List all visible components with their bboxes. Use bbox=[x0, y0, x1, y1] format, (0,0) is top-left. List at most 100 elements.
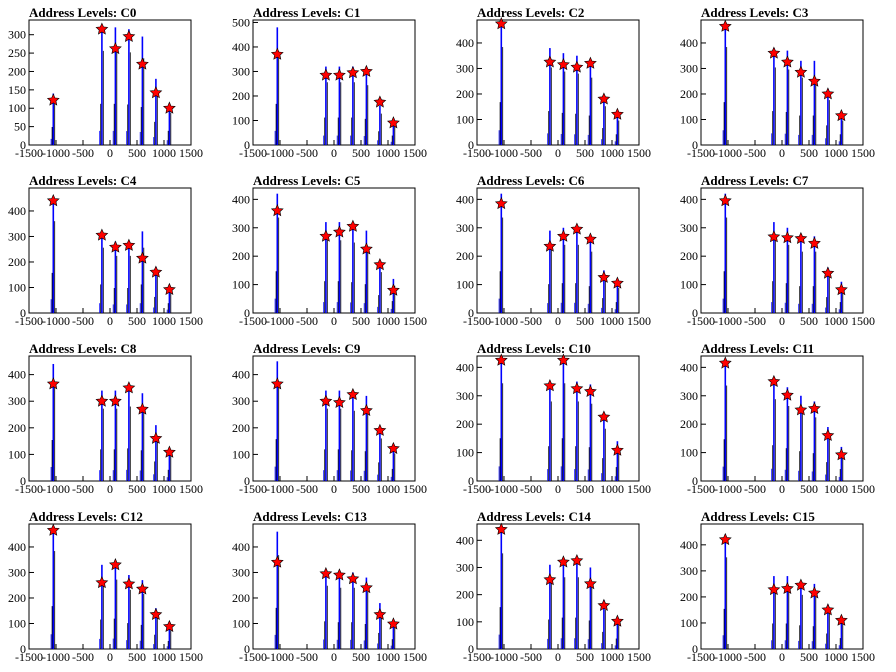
y-tick-label: 0 bbox=[20, 474, 26, 488]
histogram-panel-11: Address Levels: C11 0 100 200 300 400 -1500 -10… bbox=[680, 341, 875, 496]
peak-marker-star bbox=[346, 572, 360, 585]
x-tick-label: 0 bbox=[555, 650, 561, 664]
histogram-peak bbox=[274, 531, 280, 649]
peak-marker-star bbox=[808, 236, 821, 249]
panel-title: Address Levels: C10 bbox=[477, 341, 591, 356]
peak-marker-star bbox=[834, 613, 848, 626]
peak-marker-star bbox=[767, 374, 781, 387]
x-tick-label: -1500 bbox=[239, 482, 267, 496]
x-tick-label: 1000 bbox=[824, 650, 848, 664]
peak-marker-star bbox=[122, 577, 136, 590]
x-tick-label: 500 bbox=[576, 482, 594, 496]
histogram-peak bbox=[601, 96, 606, 145]
peak-marker-star bbox=[373, 607, 387, 620]
histogram-peak bbox=[784, 227, 790, 313]
x-tick-label: 500 bbox=[576, 146, 594, 160]
histogram-peak bbox=[560, 227, 566, 313]
peak-marker-star bbox=[834, 108, 848, 122]
x-tick-label: -500 bbox=[72, 650, 94, 664]
peak-marker-star bbox=[807, 74, 821, 87]
y-tick-label: 200 bbox=[680, 417, 698, 431]
y-tick-label: 0 bbox=[244, 138, 250, 152]
histogram-peak bbox=[336, 222, 342, 313]
x-tick-label: 1000 bbox=[376, 482, 400, 496]
y-tick-label: 300 bbox=[232, 221, 250, 235]
peak-marker-star bbox=[610, 276, 624, 289]
x-tick-label: 1500 bbox=[627, 146, 651, 160]
x-tick-label: -1500 bbox=[687, 314, 715, 328]
histogram-peak bbox=[390, 278, 396, 313]
y-tick-label: 0 bbox=[20, 138, 26, 152]
x-tick-label: 1500 bbox=[627, 482, 651, 496]
peak-marker-star bbox=[149, 431, 163, 444]
peak-marker-star bbox=[835, 282, 848, 296]
histogram-panel-0: Address Levels: C0 0 50 100 150 200 250 300 -150… bbox=[8, 5, 203, 160]
peak-marker-star bbox=[332, 395, 346, 409]
x-tick-label: -1500 bbox=[463, 482, 491, 496]
peak-marker-star bbox=[821, 87, 835, 100]
y-tick-label: 300 bbox=[232, 64, 250, 78]
peak-marker-star bbox=[122, 238, 136, 251]
y-tick-label: 100 bbox=[232, 447, 250, 461]
histogram-peak bbox=[587, 384, 593, 481]
peak-marker-star bbox=[834, 448, 848, 461]
peak-marker-star bbox=[780, 230, 794, 244]
histogram-peak bbox=[50, 198, 56, 313]
peak-marker-star bbox=[570, 381, 584, 395]
x-tick-label: -500 bbox=[744, 314, 766, 328]
y-tick-label: 150 bbox=[8, 83, 26, 97]
y-tick-label: 300 bbox=[8, 394, 26, 408]
peak-marker-star bbox=[95, 22, 109, 35]
histogram-peak bbox=[784, 387, 790, 481]
y-tick-label: 200 bbox=[232, 591, 250, 605]
histogram-peak bbox=[784, 50, 790, 145]
x-tick-label: -1500 bbox=[15, 650, 43, 664]
x-tick-label: -1000 bbox=[490, 482, 518, 496]
x-tick-label: 1000 bbox=[600, 482, 624, 496]
peak-marker-star bbox=[46, 194, 60, 207]
peak-marker-star bbox=[583, 232, 597, 245]
y-tick-label: 400 bbox=[232, 40, 250, 54]
y-tick-label: 100 bbox=[680, 616, 698, 630]
x-tick-label: 0 bbox=[331, 482, 337, 496]
y-tick-label: 200 bbox=[456, 588, 474, 602]
histogram-panel-1: Address Levels: C10100200300400500-1500-… bbox=[232, 5, 427, 160]
x-tick-label: -1000 bbox=[714, 650, 742, 664]
histogram-peak bbox=[811, 236, 817, 313]
x-tick-label: 500 bbox=[352, 146, 370, 160]
x-tick-label: -1000 bbox=[266, 146, 294, 160]
y-tick-label: 0 bbox=[468, 138, 474, 152]
y-tick-label: 0 bbox=[244, 642, 250, 656]
x-tick-label: -1500 bbox=[687, 146, 715, 160]
peak-marker-star bbox=[570, 222, 584, 235]
x-tick-label: -500 bbox=[296, 146, 318, 160]
peak-marker-star bbox=[583, 56, 597, 69]
y-tick-label: 0 bbox=[468, 474, 474, 488]
y-tick-label: 300 bbox=[456, 221, 474, 235]
histogram-peak bbox=[350, 66, 355, 145]
peak-marker-star bbox=[556, 57, 570, 71]
y-tick-label: 300 bbox=[456, 389, 474, 403]
peak-marker-star bbox=[386, 283, 400, 296]
histogram-peak bbox=[126, 387, 131, 481]
peak-marker-star bbox=[346, 387, 360, 400]
y-tick-label: 100 bbox=[680, 112, 698, 126]
peak-marker-star bbox=[767, 230, 781, 243]
y-tick-label: 300 bbox=[8, 28, 26, 42]
x-tick-label: 0 bbox=[555, 482, 561, 496]
x-tick-label: 500 bbox=[352, 650, 370, 664]
y-tick-label: 0 bbox=[468, 306, 474, 320]
y-tick-label: 300 bbox=[8, 229, 26, 243]
x-tick-label: 1500 bbox=[403, 482, 427, 496]
histogram-panel-15: Address Levels: C15 0 100 200 300 400 -1500 -10… bbox=[680, 509, 875, 664]
histogram-peak bbox=[139, 231, 145, 313]
histogram-peak bbox=[574, 559, 579, 649]
peak-marker-star bbox=[780, 581, 794, 594]
y-tick-label: 300 bbox=[8, 565, 26, 579]
histogram-peak bbox=[614, 114, 620, 145]
peak-marker-star bbox=[557, 229, 570, 242]
peak-marker-star bbox=[108, 240, 122, 253]
x-tick-label: -500 bbox=[72, 146, 94, 160]
histogram-peak bbox=[112, 390, 118, 481]
peak-marker-star bbox=[807, 401, 821, 414]
